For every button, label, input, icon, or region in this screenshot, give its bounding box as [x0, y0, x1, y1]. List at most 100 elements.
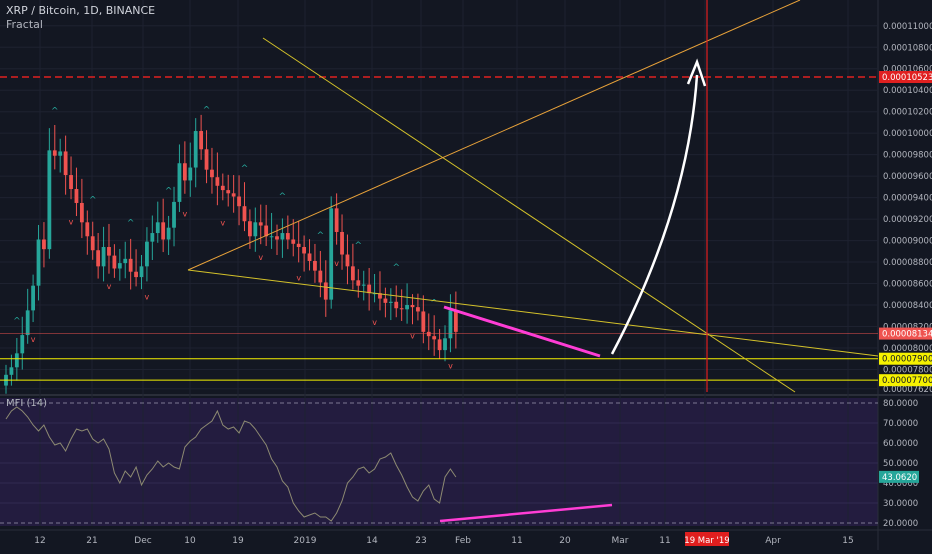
candle [253, 207, 258, 252]
candle-body [47, 150, 52, 250]
candle-body [188, 167, 193, 181]
price-tick-label: 0.00008800 [883, 258, 932, 268]
candle-body [383, 298, 388, 303]
candle [237, 175, 241, 226]
candle-body [248, 221, 252, 237]
candle-body [405, 305, 409, 310]
mfi-current-bg [879, 470, 919, 483]
fractal-up-icon: ^ [241, 164, 249, 174]
candle-body [69, 175, 73, 190]
candle [172, 186, 176, 247]
candle-body [280, 233, 285, 240]
candle [14, 337, 19, 381]
mfi-tick-label: 20.0000 [883, 519, 918, 529]
mfi-tick-label: 60.0000 [883, 439, 918, 449]
fractal-up-icon: ^ [355, 241, 363, 251]
candle-body [58, 151, 63, 156]
candle-body [172, 201, 176, 228]
candle-body [443, 338, 447, 351]
candle-body [155, 222, 160, 234]
mfi-tick-label: 50.0000 [883, 459, 918, 469]
candle-body [410, 305, 415, 308]
candle-body [302, 247, 306, 254]
candle [334, 193, 339, 245]
fractal-down-icon: v [220, 219, 225, 228]
candle [128, 238, 133, 290]
target-date-badge [685, 532, 729, 546]
candle [307, 239, 312, 271]
candle [345, 234, 350, 285]
time-tick-label: Feb [455, 536, 471, 546]
candle [388, 288, 393, 321]
candle-body [42, 239, 46, 250]
fractal-down-icon: v [69, 218, 74, 227]
candle-body [275, 236, 279, 240]
fractal-up-icon: ^ [51, 106, 59, 116]
candle-body [177, 163, 182, 202]
candle-body [361, 284, 366, 286]
time-tick-label: 23 [415, 536, 426, 546]
candle-body [112, 255, 117, 269]
time-tick-label: 15 [842, 536, 853, 546]
candle-body [367, 284, 372, 294]
candle [269, 212, 274, 249]
fractal-down-icon: v [258, 253, 263, 262]
candle [443, 325, 447, 362]
candle-body [79, 202, 84, 223]
support-lower-label: 0.00007700 [882, 376, 932, 386]
candle-body [437, 339, 442, 351]
candle [226, 174, 231, 207]
price-tick-label: 0.00009200 [883, 215, 932, 225]
candle [399, 289, 404, 321]
candle-body [123, 258, 128, 264]
candle [285, 215, 290, 250]
candle-body [96, 250, 101, 267]
candle-body [166, 227, 171, 240]
candle [432, 315, 437, 356]
fractal-up-icon: ^ [279, 192, 287, 202]
time-tick-label: 21 [86, 536, 97, 546]
candle-body [399, 308, 404, 310]
candle [63, 135, 68, 195]
candle-body [215, 177, 220, 186]
fractal-down-icon: v [296, 274, 301, 283]
candle-body [318, 270, 323, 283]
candle-body [107, 247, 111, 256]
candle-body [313, 260, 317, 271]
mfi-tick-label: 30.0000 [883, 499, 918, 509]
candle-body [204, 149, 209, 170]
candle-body [323, 282, 328, 300]
candle [90, 221, 95, 260]
candle-body [285, 233, 290, 240]
mfi-current-label: 43.0620 [882, 473, 917, 483]
candle [79, 178, 84, 239]
candle [220, 173, 225, 201]
candle [350, 243, 355, 290]
candle [361, 270, 366, 301]
candle [275, 224, 279, 255]
candle [117, 248, 122, 281]
candle-body [85, 222, 90, 237]
target-date-label: 19 Mar '19 [684, 536, 729, 546]
candle-body [210, 169, 214, 178]
time-tick-label: Dec [134, 536, 151, 546]
candle [199, 114, 204, 160]
candle [36, 224, 41, 301]
candle [107, 223, 111, 274]
time-tick-label: 11 [511, 536, 522, 546]
mfi-pane [0, 398, 878, 526]
candle [242, 182, 247, 232]
fractal-up-icon: ^ [430, 299, 438, 309]
price-tick-label: 0.00009600 [883, 172, 932, 182]
candle-body [31, 285, 35, 311]
price-tick-label: 0.00010600 [883, 65, 932, 75]
fractal-down-icon: v [107, 282, 112, 291]
support-upper-label: 0.00007900 [882, 355, 932, 365]
candle-body [421, 311, 426, 332]
fractal-up-icon: ^ [165, 186, 173, 196]
price-tick-label: 0.00008000 [883, 344, 932, 354]
fractal-down-icon: v [410, 332, 415, 341]
candle [52, 124, 57, 170]
